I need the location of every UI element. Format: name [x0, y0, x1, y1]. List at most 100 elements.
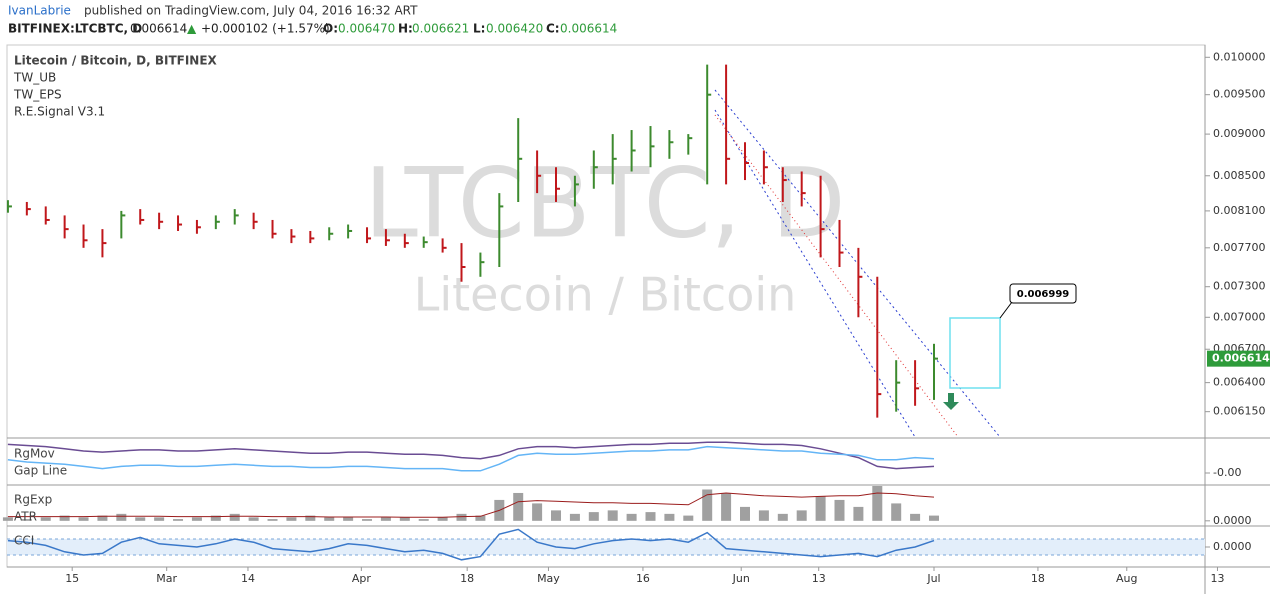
- c-label: C:: [546, 22, 560, 36]
- callout-leader: [999, 301, 1013, 319]
- hist-bar: [97, 515, 108, 521]
- y-tick-label: 0.009500: [1213, 88, 1266, 101]
- indicator-line: [7, 445, 935, 472]
- y-tick-label: -0.00: [1213, 466, 1241, 479]
- signal-arrow: [943, 393, 959, 410]
- panel-legend: CCI: [14, 534, 34, 548]
- x-tick-label: 18: [460, 572, 474, 585]
- y-tick-label: 0.006400: [1213, 376, 1266, 389]
- hist-bar: [607, 510, 618, 521]
- last: 0.006614: [130, 22, 187, 36]
- hist-bar: [2, 517, 13, 521]
- hist-bar: [210, 515, 221, 521]
- hist-bar: [154, 517, 165, 521]
- hist-bar: [286, 517, 297, 521]
- callout-label: 0.006999: [1017, 289, 1070, 300]
- hist-bar: [380, 517, 391, 521]
- target-box: [949, 317, 1001, 389]
- channel-line: [714, 114, 959, 438]
- hist-bar: [588, 512, 599, 521]
- arrow: ▲: [187, 22, 197, 36]
- last-price-label: 0.006614: [1212, 352, 1270, 365]
- x-tick-label: Mar: [156, 572, 177, 585]
- y-tick-label: 0.007300: [1213, 280, 1266, 293]
- h-label: H:: [398, 22, 413, 36]
- hist-bar: [910, 513, 921, 521]
- y-tick-label: 0.0000: [1213, 540, 1252, 553]
- y-tick-label: 0.009000: [1213, 127, 1266, 140]
- published: published on TradingView.com, July 04, 2…: [84, 4, 418, 18]
- hist-bar: [891, 503, 902, 521]
- hist-bar: [626, 513, 637, 521]
- panel-legend: RgMov: [14, 447, 55, 461]
- legend-item: TW_UB: [13, 71, 56, 85]
- x-tick-label: 14: [241, 572, 255, 585]
- last-price-box: [1207, 350, 1270, 367]
- hist-bar: [399, 517, 410, 521]
- hist-bar: [191, 517, 202, 521]
- hist-bar: [739, 506, 750, 521]
- x-tick-label: Apr: [352, 572, 372, 585]
- hist-bar: [872, 486, 883, 521]
- hist-bar: [815, 496, 826, 521]
- x-tick-label: 18: [1031, 572, 1045, 585]
- y-tick-label: 0.006150: [1213, 405, 1266, 418]
- hist-bar: [116, 513, 127, 521]
- hist-bar: [229, 513, 240, 521]
- hist-bar: [267, 519, 278, 521]
- hist-bar: [551, 510, 562, 521]
- y-tick-label: 0.010000: [1213, 50, 1266, 63]
- y-tick-label: 0.008100: [1213, 204, 1266, 217]
- hist-bar: [248, 517, 259, 521]
- hist-bar: [758, 510, 769, 521]
- hist-bar: [21, 519, 32, 521]
- hist-bar: [59, 515, 70, 521]
- hist-bar: [721, 492, 732, 521]
- o: 0.006470: [338, 22, 395, 36]
- hist-bar: [853, 506, 864, 521]
- legend-item: TW_EPS: [13, 88, 62, 102]
- hist-bar: [437, 517, 448, 521]
- author[interactable]: IvanLabrie: [8, 4, 71, 18]
- hist-bar: [569, 513, 580, 521]
- hist-bar: [78, 517, 89, 521]
- c: 0.006614: [560, 22, 617, 36]
- x-tick-label: 16: [636, 572, 650, 585]
- panel-legend: RgExp: [14, 493, 52, 507]
- x-tick-label: Jul: [926, 572, 940, 585]
- hist-bar: [777, 513, 788, 521]
- panel-legend: Gap Line: [14, 464, 67, 478]
- hist-bar: [645, 512, 656, 521]
- hist-bar: [40, 517, 51, 521]
- watermark: LTCBTC, D: [364, 147, 845, 259]
- legend-main: Litecoin / Bitcoin, D, BITFINEX: [14, 54, 218, 68]
- y-tick-label: 0.007700: [1213, 241, 1266, 254]
- hist-bar: [475, 515, 486, 521]
- hist-bar: [683, 515, 694, 521]
- o-label: O:: [323, 22, 338, 36]
- hist-bar: [456, 513, 467, 521]
- y-tick-label: 0.0000: [1213, 514, 1252, 527]
- y-tick-label: 0.007000: [1213, 310, 1266, 323]
- x-tick-label: Jun: [732, 572, 750, 585]
- hist-bar: [418, 519, 429, 521]
- symbol: BITFINEX:LTCBTC, D: [8, 22, 142, 36]
- hist-bar: [796, 510, 807, 521]
- indicator-line: [7, 528, 935, 561]
- x-tick-label: 15: [65, 572, 79, 585]
- hist-bar: [173, 519, 184, 521]
- x-tick-label: 13: [1210, 572, 1224, 585]
- hist-bar: [928, 515, 939, 521]
- x-tick-label: Aug: [1116, 572, 1137, 585]
- hist-bar: [324, 517, 335, 521]
- hist-bar: [362, 519, 373, 521]
- h: 0.006621: [412, 22, 469, 36]
- legend-item: R.E.Signal V3.1: [14, 105, 105, 119]
- hist-bar: [834, 499, 845, 521]
- callout-box: [1009, 283, 1077, 304]
- indicator-line: [7, 492, 935, 518]
- l: 0.006420: [486, 22, 543, 36]
- x-tick-label: May: [537, 572, 560, 585]
